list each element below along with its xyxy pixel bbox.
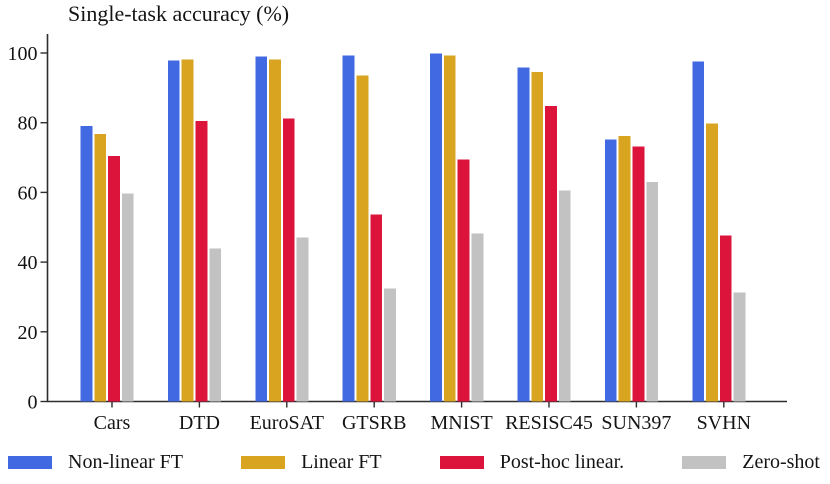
x-tick-label-resisc45: RESISC45 — [505, 412, 593, 434]
y-tick-label: 40 — [18, 252, 38, 274]
legend-swatch-post-hoc-linear — [439, 455, 484, 469]
bar-mnist-non-linear-ft — [430, 53, 442, 402]
legend-label-post-hoc-linear: Post-hoc linear. — [499, 450, 625, 473]
chart-legend: Non-linear FT Linear FT Post-hoc linear.… — [8, 449, 820, 475]
bar-cars-non-linear-ft — [80, 126, 93, 402]
bar-mnist-zero-shot — [471, 233, 484, 402]
y-tick-label: 100 — [8, 43, 38, 65]
y-tick-label: 20 — [18, 322, 38, 344]
bar-dtd-post-hoc-linear — [195, 121, 208, 402]
bar-cars-zero-shot — [121, 193, 134, 402]
x-tick-label-gtsrb: GTSRB — [342, 412, 406, 434]
bar-resisc45-non-linear-ft — [517, 67, 530, 402]
bar-gtsrb-linear-ft — [356, 75, 369, 402]
bar-dtd-non-linear-ft — [167, 60, 180, 402]
bar-gtsrb-zero-shot — [384, 288, 396, 402]
bar-svhn-linear-ft — [706, 123, 718, 402]
legend-item-zero-shot: Zero-shot — [682, 451, 820, 474]
bar-eurosat-zero-shot — [296, 237, 309, 402]
legend-swatch-linear-ft — [241, 455, 286, 469]
y-tick-label: 60 — [18, 182, 38, 204]
bar-svhn-post-hoc-linear — [719, 235, 732, 402]
bar-cars-post-hoc-linear — [108, 155, 120, 402]
bar-cars-linear-ft — [94, 134, 107, 402]
bar-eurosat-linear-ft — [269, 59, 281, 402]
legend-swatch-non-linear-ft — [8, 455, 52, 469]
y-tick-label: 80 — [18, 113, 38, 135]
bar-dtd-zero-shot — [209, 248, 222, 402]
bar-svhn-zero-shot — [733, 292, 746, 402]
bar-mnist-linear-ft — [443, 55, 456, 402]
bar-sun397-linear-ft — [618, 135, 631, 402]
bar-mnist-post-hoc-linear — [457, 159, 470, 402]
bar-resisc45-zero-shot — [558, 190, 571, 402]
bar-resisc45-post-hoc-linear — [545, 106, 557, 402]
x-tick-label-cars: Cars — [94, 412, 131, 434]
x-tick-label-sun397: SUN397 — [601, 412, 671, 434]
x-tick-label-dtd: DTD — [179, 412, 220, 434]
x-tick-label-eurosat: EuroSAT — [250, 412, 324, 434]
bar-eurosat-post-hoc-linear — [282, 118, 295, 402]
legend-item-post-hoc-linear: Post-hoc linear. — [439, 450, 625, 474]
legend-item-linear-ft: Linear FT — [241, 451, 382, 474]
legend-label-linear-ft: Linear FT — [301, 450, 382, 473]
bar-sun397-zero-shot — [646, 181, 659, 402]
bar-dtd-linear-ft — [181, 59, 194, 402]
x-tick-label-svhn: SVHN — [697, 412, 751, 434]
legend-label-non-linear-ft: Non-linear FT — [68, 450, 183, 473]
bar-resisc45-linear-ft — [531, 71, 544, 402]
bar-sun397-post-hoc-linear — [632, 146, 645, 402]
bar-svhn-non-linear-ft — [692, 61, 705, 402]
bar-eurosat-non-linear-ft — [255, 56, 268, 402]
bar-chart: 0 20 40 60 80 100 Cars DTD EuroSAT GTSRB MNIST RESI… — [8, 34, 787, 434]
legend-item-non-linear-ft: Non-linear FT — [8, 451, 183, 474]
legend-label-zero-shot: Zero-shot — [742, 450, 820, 473]
chart-title: Single-task accuracy (%) — [68, 1, 290, 26]
y-tick-label: 0 — [28, 392, 38, 414]
bar-gtsrb-non-linear-ft — [342, 55, 355, 402]
legend-swatch-zero-shot — [682, 455, 727, 469]
bar-sun397-non-linear-ft — [604, 139, 617, 402]
bar-gtsrb-post-hoc-linear — [370, 214, 383, 402]
x-tick-label-mnist: MNIST — [430, 412, 492, 434]
